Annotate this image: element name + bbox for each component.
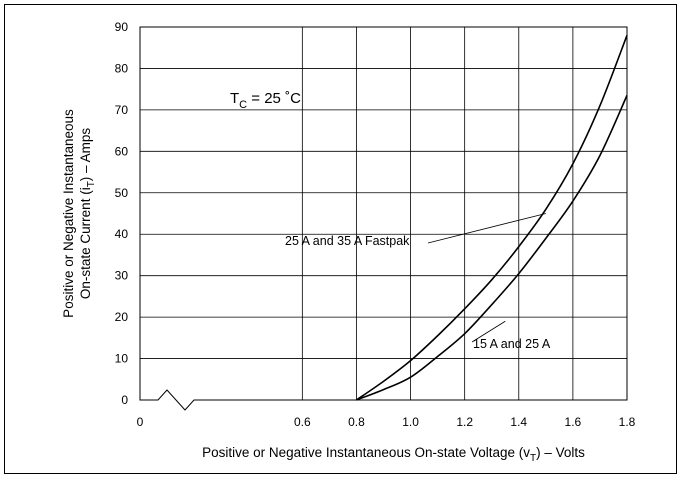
- series-line-0: [355, 35, 628, 401]
- y-tick-label: 30: [115, 269, 129, 283]
- y-tick-label: 40: [115, 227, 129, 241]
- series-label-fastpak: 25 A and 35 A Fastpak: [285, 234, 410, 248]
- x-tick-label: 0: [137, 415, 144, 429]
- y-tick-label: 70: [115, 103, 129, 117]
- y-tick-label: 80: [115, 61, 129, 75]
- series-line-1: [356, 95, 628, 401]
- axis-break-mark: [140, 389, 303, 411]
- grid: [140, 26, 628, 401]
- x-axis-label: Positive or Negative Instantaneous On-st…: [202, 445, 585, 464]
- y-axis-label: Positive or Negative Instantaneous On-st…: [61, 109, 97, 318]
- x-tick-label: 1.4: [510, 415, 527, 429]
- x-tick-label: 1.6: [565, 415, 582, 429]
- x-tick-label: 1.8: [619, 415, 636, 429]
- condition-label: TC = 25 ˚C: [230, 90, 301, 111]
- y-tick-label: 10: [115, 352, 129, 366]
- x-tick-label: 1.2: [456, 415, 473, 429]
- series-leader-15a-25a: [471, 320, 506, 343]
- plot-border: [139, 26, 628, 401]
- x-tick-label: 0.8: [348, 415, 365, 429]
- figure-frame: [4, 4, 677, 474]
- ticks: 0 10 20 30 40 50 60 70 80 90 0 0.6 0.8 1.0 1.2 1.4 1.6 1.…: [115, 20, 636, 429]
- series-label-15a-25a: 15 A and 25 A: [473, 337, 551, 351]
- y-tick-label: 20: [115, 310, 129, 324]
- y-tick-label: 0: [121, 393, 128, 407]
- y-tick-label: 90: [115, 20, 129, 34]
- y-tick-label: 50: [115, 186, 129, 200]
- series-leader-fastpak: [427, 213, 546, 244]
- curves: [355, 35, 628, 401]
- y-axis-label-line1: Positive or Negative Instantaneous: [61, 109, 76, 318]
- x-tick-label: 0.6: [294, 415, 311, 429]
- x-tick-label: 1.0: [402, 415, 419, 429]
- y-axis-label-line2: On-state Current (iT) – Amps: [78, 128, 97, 299]
- y-tick-label: 60: [115, 144, 129, 158]
